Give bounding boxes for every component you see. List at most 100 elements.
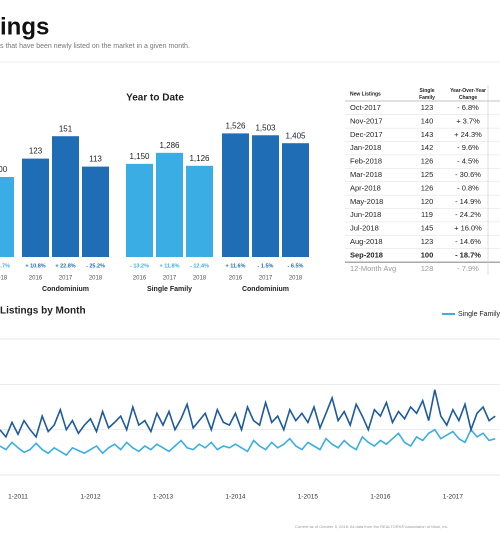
year-label: 2018	[289, 276, 303, 282]
table-cell: + 3.7%	[456, 116, 480, 125]
table-cell: - 24.2%	[455, 210, 481, 219]
table-cell: 145	[421, 224, 434, 233]
change-label: + 11.8%	[159, 263, 179, 269]
table-cell: - 6.8%	[457, 103, 479, 112]
bar	[82, 166, 109, 257]
bar	[186, 165, 213, 257]
page-subtitle: s that have been newly listed on the mar…	[0, 43, 190, 50]
group-label: Single Family	[147, 286, 192, 293]
year-label: 2017	[59, 276, 73, 282]
bar	[252, 135, 279, 257]
table-header: Single	[419, 88, 434, 94]
value-label: 1,405	[285, 131, 306, 140]
change-label: + 11.6%	[225, 263, 245, 269]
value-label: 113	[89, 155, 102, 164]
table-header: New Listings	[350, 91, 381, 97]
change-label: - 12.4%	[190, 263, 209, 269]
group-label: Condominium	[242, 286, 289, 293]
table-cell: + 16.0%	[454, 224, 482, 233]
year-label: 2018	[89, 276, 103, 282]
x-tick-label: 1-2017	[443, 494, 464, 501]
table-cell: Jun-2018	[350, 210, 381, 219]
table-cell: 126	[421, 183, 434, 192]
table-cell: - 9.6%	[457, 143, 479, 152]
table-cell: Sep-2018	[350, 250, 383, 259]
table-cell: - 0.8%	[457, 183, 479, 192]
year-label: 2016	[133, 276, 147, 282]
table-average: 128	[421, 264, 434, 273]
year-label: 2017	[259, 276, 273, 282]
table-cell: Dec-2017	[350, 130, 383, 139]
year-label: 2016	[29, 276, 43, 282]
table-cell: - 4.5%	[457, 157, 479, 166]
page-title: ings	[0, 13, 49, 40]
x-tick-label: 1-2015	[298, 494, 319, 501]
table-average: 12-Month Avg	[350, 264, 396, 273]
table-cell: 123	[421, 237, 434, 246]
table-cell: 142	[421, 143, 434, 152]
group-label: Condominium	[42, 286, 89, 293]
value-label: 151	[59, 124, 73, 133]
value-label: 1,526	[225, 122, 246, 131]
change-label: - 18.7%	[0, 263, 10, 269]
table-cell: Nov-2017	[350, 116, 383, 125]
change-label: - 1.5%	[258, 263, 274, 269]
value-label: 1,286	[159, 141, 180, 150]
table-header: Change	[459, 95, 478, 101]
year-label: 2018	[0, 276, 8, 282]
x-tick-label: 1-2012	[80, 494, 101, 501]
table-cell: Feb-2018	[350, 157, 382, 166]
bar	[0, 177, 14, 257]
change-label: - 6.5%	[288, 263, 304, 269]
value-label: 100	[0, 165, 8, 174]
table-cell: 143	[421, 130, 434, 139]
series-line	[0, 428, 496, 457]
table-cell: 119	[421, 210, 433, 219]
change-label: - 13.2%	[130, 263, 149, 269]
x-tick-label: 1-2016	[370, 494, 391, 501]
bar	[126, 163, 153, 257]
table-cell: Oct-2017	[350, 103, 381, 112]
table-average: - 7.9%	[457, 264, 479, 273]
value-label: 1,503	[255, 123, 276, 132]
table-cell: 126	[421, 157, 434, 166]
table-cell: Jan-2018	[350, 143, 381, 152]
table-cell: 120	[421, 197, 434, 206]
x-tick-label: 1-2013	[153, 494, 174, 501]
table-cell: Apr-2018	[350, 183, 381, 192]
table-cell: - 14.9%	[455, 197, 481, 206]
table-cell: May-2018	[350, 197, 383, 206]
x-tick-label: 1-2014	[225, 494, 246, 501]
legend-label: Single Family	[458, 311, 500, 318]
table-cell: + 24.3%	[454, 130, 482, 139]
series-line	[0, 389, 496, 439]
table-cell: 123	[421, 103, 434, 112]
table-cell: - 14.6%	[455, 237, 481, 246]
bar	[222, 133, 249, 257]
line-title: Listings by Month	[0, 306, 86, 317]
change-label: + 10.8%	[25, 263, 45, 269]
change-label: + 22.8%	[55, 263, 75, 269]
year-label: 2016	[229, 276, 243, 282]
table-cell: - 18.7%	[455, 250, 481, 259]
table-cell: 140	[421, 116, 434, 125]
x-tick-label: 1-2011	[8, 494, 28, 501]
table-header: Family	[419, 95, 435, 101]
value-label: 1,126	[189, 154, 210, 163]
value-label: 123	[29, 147, 43, 156]
year-label: 2017	[163, 276, 177, 282]
table-header: Year-Over-Year	[450, 88, 486, 94]
footer: Current as of October 5, 2018. All data …	[295, 524, 449, 529]
table-cell: Aug-2018	[350, 237, 383, 246]
bar	[282, 143, 309, 257]
table-cell: - 30.6%	[455, 170, 481, 179]
change-label: - 25.2%	[86, 263, 105, 269]
table-cell: 125	[421, 170, 434, 179]
table-cell: 100	[421, 250, 434, 259]
table-cell: Mar-2018	[350, 170, 382, 179]
ytd-title: Year to Date	[126, 93, 184, 104]
table-cell: Jul-2018	[350, 224, 379, 233]
bar	[52, 136, 79, 257]
